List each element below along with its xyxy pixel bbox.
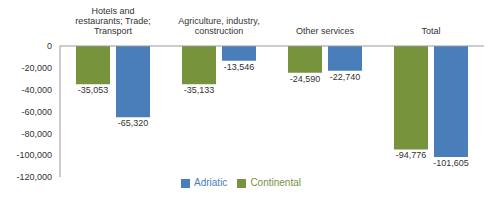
svg-text:-22,740: -22,740 <box>330 72 361 82</box>
svg-text:Hotels andrestaurants; Trade;T: Hotels andrestaurants; Trade;Transport <box>75 8 151 36</box>
svg-text:-24,590: -24,590 <box>290 74 321 84</box>
svg-text:Other services: Other services <box>296 26 355 36</box>
html-text:Adriatic: Adriatic <box>194 177 228 188</box>
svg-text:Agriculture, industry,construc: Agriculture, industry,construction <box>178 16 259 36</box>
svg-text:-35,053: -35,053 <box>78 85 109 95</box>
svg-text:Total: Total <box>421 26 440 36</box>
html-text:Continental: Continental <box>250 177 301 188</box>
svg-text:-60,000: -60,000 <box>21 107 52 117</box>
svg-text:-20,000: -20,000 <box>21 63 52 73</box>
svg-text:-40,000: -40,000 <box>21 85 52 95</box>
svg-text:0: 0 <box>47 41 52 51</box>
svg-text:-65,320: -65,320 <box>118 118 149 128</box>
svg-text:-94,776: -94,776 <box>396 150 427 160</box>
svg-text:-120,000: -120,000 <box>16 172 52 182</box>
svg-text:-35,133: -35,133 <box>184 85 215 95</box>
svg-text:-80,000: -80,000 <box>21 129 52 139</box>
svg-text:-101,605: -101,605 <box>433 158 469 168</box>
svg-text:-13,546: -13,546 <box>224 62 255 72</box>
svg-text:-100,000: -100,000 <box>16 150 52 160</box>
